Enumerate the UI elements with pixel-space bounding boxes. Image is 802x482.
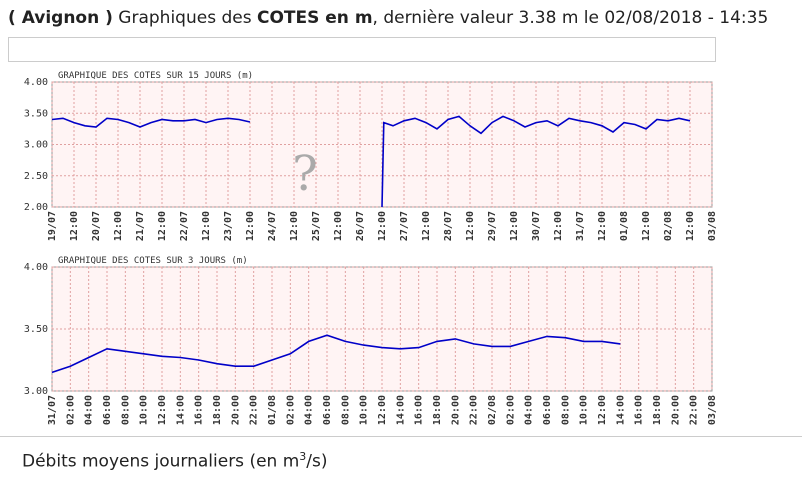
x-tick-label: 12:00 — [157, 211, 168, 241]
x-tick-label: 02:00 — [505, 395, 516, 425]
location: ( Avignon ) — [8, 8, 113, 28]
x-tick-label: 22/07 — [179, 211, 190, 241]
input-box[interactable] — [8, 37, 716, 62]
x-tick-label: 12:00 — [553, 211, 564, 241]
x-tick-label: 01/08 — [267, 395, 278, 425]
separator — [0, 436, 802, 437]
measure: COTES en m — [256, 8, 373, 28]
x-tick-label: 22:00 — [469, 395, 480, 425]
x-tick-label: 12:00 — [201, 211, 212, 241]
x-tick-label: 20:00 — [230, 395, 241, 425]
x-tick-label: 18:00 — [652, 395, 663, 425]
x-tick-label: 06:00 — [102, 395, 113, 425]
x-tick-label: 18:00 — [212, 395, 223, 425]
x-tick-label: 24/07 — [267, 211, 278, 241]
x-tick-label: 08:00 — [120, 395, 131, 425]
x-tick-label: 12:00 — [333, 211, 344, 241]
x-tick-label: 12:00 — [157, 395, 168, 425]
header-text: Graphiques des — [118, 8, 252, 28]
x-tick-label: 25/07 — [311, 211, 322, 241]
x-tick-label: 26/07 — [355, 211, 366, 241]
x-tick-label: 03/08 — [707, 211, 718, 241]
y-tick-label: 4.00 — [24, 77, 48, 88]
x-tick-label: 12:00 — [641, 211, 652, 241]
x-tick-label: 31/07 — [575, 211, 586, 241]
x-tick-label: 12:00 — [685, 211, 696, 241]
x-tick-label: 23/07 — [223, 211, 234, 241]
x-tick-label: 27/07 — [399, 211, 410, 241]
x-tick-label: 02:00 — [285, 395, 296, 425]
y-tick-label: 3.50 — [24, 324, 48, 335]
x-tick-label: 16:00 — [414, 395, 425, 425]
y-tick-label: 4.00 — [24, 262, 48, 273]
x-tick-label: 12:00 — [113, 211, 124, 241]
x-tick-label: 12:00 — [597, 395, 608, 425]
x-tick-label: 14:00 — [395, 395, 406, 425]
header-text: , dernière valeur 3.38 m le 02/08/2018 -… — [372, 8, 769, 28]
x-tick-label: 08:00 — [340, 395, 351, 425]
x-tick-label: 22:00 — [249, 395, 260, 425]
x-tick-label: 04:00 — [304, 395, 315, 425]
data-line — [51, 117, 251, 128]
x-tick-label: 04:00 — [524, 395, 535, 425]
x-tick-label: 12:00 — [377, 395, 388, 425]
x-tick-label: 06:00 — [322, 395, 333, 425]
data-line — [51, 334, 621, 374]
x-tick-label: 20:00 — [450, 395, 461, 425]
y-tick-label: 3.00 — [24, 386, 48, 397]
x-tick-label: 12:00 — [509, 211, 520, 241]
x-tick-label: 12:00 — [421, 211, 432, 241]
x-tick-label: 14:00 — [175, 395, 186, 425]
footer-text: /s) — [306, 451, 328, 472]
chart-title: GRAPHIQUE DES COTES SUR 3 JOURS (m) — [58, 256, 248, 266]
x-tick-label: 20/07 — [91, 211, 102, 241]
charts: 2.00 2.50 3.00 3.50 4.00 19/07 12:00 20/07 12:00… — [24, 71, 718, 425]
x-tick-label: 02/08 — [663, 211, 674, 241]
chart-title: GRAPHIQUE DES COTES SUR 15 JOURS (m) — [58, 71, 253, 81]
x-tick-label: 02/08 — [487, 395, 498, 425]
footer: Débits moyens journaliers (en m3/s) — [22, 450, 328, 472]
x-tick-label: 12:00 — [465, 211, 476, 241]
x-tick-label: 20:00 — [670, 395, 681, 425]
x-tick-label: 10:00 — [579, 395, 590, 425]
x-tick-label: 12:00 — [69, 211, 80, 241]
x-tick-label: 12:00 — [245, 211, 256, 241]
x-tick-label: 03/08 — [707, 395, 718, 425]
x-tick-label: 29/07 — [487, 211, 498, 241]
x-tick-label: 10:00 — [359, 395, 370, 425]
data-line — [381, 115, 691, 208]
x-tick-label: 18:00 — [432, 395, 443, 425]
x-tick-label: 06:00 — [542, 395, 553, 425]
x-tick-label: 10:00 — [139, 395, 150, 425]
x-tick-label: 16:00 — [634, 395, 645, 425]
footer-text: Débits moyens journaliers (en m — [22, 451, 300, 472]
x-tick-label: 01/08 — [619, 211, 630, 241]
y-tick-label: 2.00 — [24, 202, 48, 213]
x-tick-label: 12:00 — [597, 211, 608, 241]
x-tick-label: 21/07 — [135, 211, 146, 241]
x-tick-label: 16:00 — [194, 395, 205, 425]
x-tick-label: 31/07 — [47, 395, 58, 425]
x-tick-label: 12:00 — [377, 211, 388, 241]
annotation: ? — [292, 146, 318, 202]
x-tick-label: 22:00 — [689, 395, 700, 425]
x-tick-label: 30/07 — [531, 211, 542, 241]
x-tick-label: 12:00 — [289, 211, 300, 241]
x-tick-label: 08:00 — [560, 395, 571, 425]
y-tick-label: 2.50 — [24, 171, 48, 182]
x-tick-label: 28/07 — [443, 211, 454, 241]
x-tick-label: 04:00 — [84, 395, 95, 425]
x-tick-label: 02:00 — [65, 395, 76, 425]
header: ( Avignon ) Graphiques des COTES en m, d… — [8, 8, 768, 28]
x-tick-label: 14:00 — [615, 395, 626, 425]
y-tick-label: 3.00 — [24, 140, 48, 151]
footer-sup: 3 — [299, 450, 307, 463]
y-tick-label: 3.50 — [24, 108, 48, 119]
x-tick-label: 19/07 — [47, 211, 58, 241]
